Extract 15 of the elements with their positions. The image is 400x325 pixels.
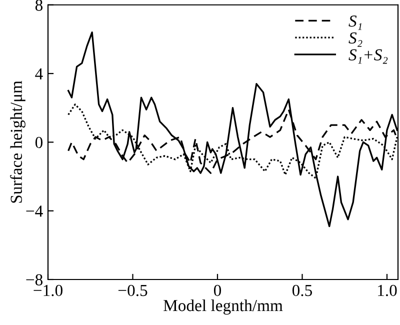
legend-label: S₁+S₂	[348, 49, 388, 64]
x-axis-title: Model legnth/mm	[164, 299, 283, 315]
x-tick-label: 1.0	[378, 284, 397, 296]
x-tick-label: −0.5	[118, 284, 148, 296]
y-tick-label: 4	[35, 68, 43, 80]
x-tick-label: 0.5	[292, 284, 312, 296]
y-tick-label: 0	[35, 136, 43, 148]
legend-label: S₂	[348, 32, 362, 47]
y-tick-label: 8	[35, 0, 43, 11]
y-tick-label: −8	[26, 274, 43, 286]
y-axis-title: Surface height/μm	[10, 80, 26, 203]
x-tick-label: −1.0	[34, 284, 62, 296]
y-tick-label: −4	[26, 206, 43, 217]
legend-label: S₁	[348, 16, 362, 30]
x-tick-label: 0	[214, 284, 222, 296]
